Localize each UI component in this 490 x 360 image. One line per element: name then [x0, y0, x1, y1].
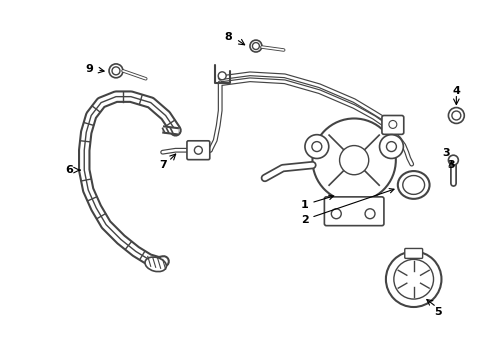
Text: 4: 4	[452, 86, 460, 96]
Circle shape	[218, 72, 226, 80]
FancyBboxPatch shape	[405, 248, 422, 258]
Ellipse shape	[403, 176, 425, 194]
Circle shape	[195, 146, 202, 154]
Circle shape	[331, 209, 341, 219]
Circle shape	[252, 42, 259, 50]
Text: 8: 8	[224, 32, 232, 42]
Text: 7: 7	[159, 160, 167, 170]
Text: 5: 5	[435, 307, 442, 317]
Text: 6: 6	[66, 165, 74, 175]
Circle shape	[112, 67, 120, 75]
Circle shape	[387, 141, 396, 152]
FancyBboxPatch shape	[382, 116, 404, 134]
FancyBboxPatch shape	[187, 141, 210, 159]
Circle shape	[448, 108, 465, 123]
Text: 3: 3	[447, 160, 455, 170]
Circle shape	[448, 155, 458, 165]
Ellipse shape	[145, 257, 167, 272]
Ellipse shape	[398, 171, 430, 199]
Circle shape	[250, 40, 262, 52]
Text: 9: 9	[85, 64, 93, 74]
Circle shape	[389, 121, 397, 129]
Circle shape	[380, 135, 403, 158]
Circle shape	[312, 141, 322, 152]
Text: 2: 2	[301, 189, 394, 225]
Text: 1: 1	[301, 195, 333, 210]
Circle shape	[365, 209, 375, 219]
Circle shape	[452, 111, 461, 120]
Circle shape	[305, 135, 329, 158]
Text: 3: 3	[442, 148, 450, 158]
Circle shape	[313, 118, 396, 202]
Circle shape	[340, 145, 369, 175]
FancyBboxPatch shape	[324, 197, 384, 226]
Circle shape	[386, 251, 441, 307]
Circle shape	[109, 64, 123, 78]
Circle shape	[394, 260, 434, 299]
